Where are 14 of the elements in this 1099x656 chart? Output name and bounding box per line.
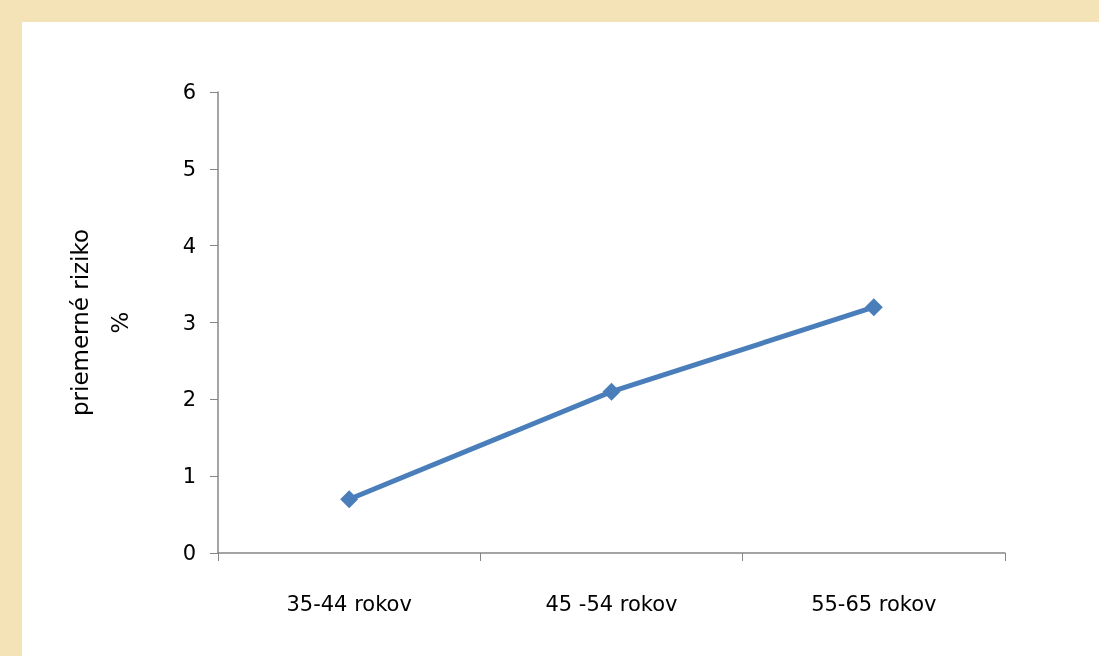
y-tick-label: 3 — [182, 310, 196, 335]
y-tick-label: 2 — [182, 387, 196, 412]
point — [340, 490, 359, 509]
x-tick-label: 35-44 rokov — [286, 591, 412, 616]
x-tick-label: 55-65 rokov — [811, 591, 937, 616]
y-tick-label: 6 — [182, 80, 196, 104]
point — [864, 298, 883, 317]
y-tick-label: 0 — [182, 541, 196, 565]
y-axis-title: priemerné riziko % — [67, 228, 133, 417]
y-tick-label: 4 — [182, 233, 196, 258]
y-tick-label: 1 — [182, 464, 196, 489]
x-tick-label: 45 -54 rokov — [545, 591, 678, 616]
y-tick-label: 5 — [182, 156, 196, 181]
point — [602, 382, 621, 401]
